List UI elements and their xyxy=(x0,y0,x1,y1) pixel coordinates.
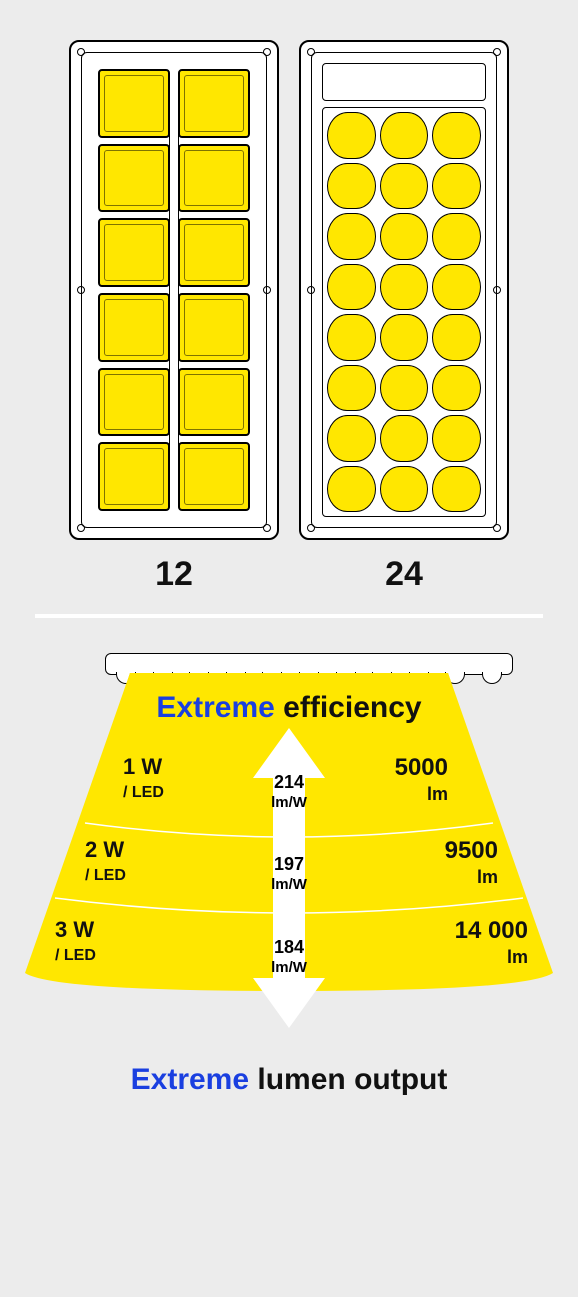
tier-efficiency-label: 214 lm/W xyxy=(271,773,307,811)
module-24 xyxy=(299,40,509,540)
per-led: / LED xyxy=(55,947,96,964)
led-cell xyxy=(432,163,481,210)
module-12 xyxy=(69,40,279,540)
led-grid-12 xyxy=(92,63,256,517)
led-cell xyxy=(178,442,250,511)
watt-value: 1 W xyxy=(123,754,162,779)
module-row xyxy=(25,40,553,540)
infographic: 12 24 Extreme efficien xyxy=(0,0,578,1297)
led-cell xyxy=(432,365,481,412)
led-cell xyxy=(98,368,170,437)
led-cell xyxy=(327,112,376,159)
lumen-value: 5000 xyxy=(395,754,448,781)
tier-efficiency-label: 197 lm/W xyxy=(271,855,307,893)
led-cell xyxy=(327,264,376,311)
led-cell xyxy=(98,144,170,213)
led-cell xyxy=(178,69,250,138)
led-cell xyxy=(380,163,429,210)
eff-value: 214 xyxy=(274,772,304,792)
lumen-unit: lm xyxy=(427,784,448,804)
tier-watt-label: 3 W / LED xyxy=(55,918,96,965)
title-accent: Extreme xyxy=(156,691,274,724)
beam-diagram: Extreme efficiency 1 W / LED 5000 lm 214 lm/W… xyxy=(25,653,553,1097)
lumen-unit: lm xyxy=(477,867,498,887)
led-cell xyxy=(98,69,170,138)
module-inner xyxy=(81,52,267,528)
light-beams: Extreme efficiency 1 W / LED 5000 lm 214 lm/W… xyxy=(25,673,553,1043)
led-cell xyxy=(432,466,481,513)
tier-watt-label: 2 W / LED xyxy=(85,838,126,885)
led-cell xyxy=(380,314,429,361)
led-cell xyxy=(178,368,250,437)
led-cell xyxy=(432,264,481,311)
module-labels: 12 24 xyxy=(25,555,553,594)
led-cell xyxy=(98,218,170,287)
led-cell xyxy=(327,365,376,412)
tier-lumen-label: 9500 lm xyxy=(445,838,498,888)
led-cell xyxy=(380,264,429,311)
led-cell xyxy=(380,365,429,412)
watt-value: 3 W xyxy=(55,917,94,942)
led-cell xyxy=(327,314,376,361)
light-fixture xyxy=(105,653,513,675)
tier-watt-label: 1 W / LED xyxy=(123,755,164,802)
led-cell xyxy=(178,144,250,213)
led-cell xyxy=(380,112,429,159)
module-12-label: 12 xyxy=(69,555,279,594)
led-cell xyxy=(327,163,376,210)
led-cell xyxy=(432,213,481,260)
module-24-label: 24 xyxy=(299,555,509,594)
led-cell xyxy=(380,466,429,513)
led-cell xyxy=(432,112,481,159)
module-header-slot xyxy=(322,63,486,101)
divider xyxy=(35,614,543,618)
title-rest: efficiency xyxy=(283,691,421,724)
led-cell xyxy=(98,293,170,362)
led-grid-24 xyxy=(322,107,486,517)
efficiency-title: Extreme efficiency xyxy=(25,691,553,725)
led-cell xyxy=(327,213,376,260)
eff-value: 197 xyxy=(274,854,304,874)
led-cell xyxy=(178,293,250,362)
led-cell xyxy=(327,466,376,513)
lumen-value: 14 000 xyxy=(455,917,528,944)
eff-unit: lm/W xyxy=(271,876,307,893)
led-cell xyxy=(432,314,481,361)
lumen-value: 9500 xyxy=(445,837,498,864)
led-cell xyxy=(98,442,170,511)
module-inner xyxy=(311,52,497,528)
lumen-unit: lm xyxy=(507,947,528,967)
led-cell xyxy=(432,415,481,462)
eff-unit: lm/W xyxy=(271,794,307,811)
led-cell xyxy=(380,415,429,462)
eff-unit: lm/W xyxy=(271,959,307,976)
eff-value: 184 xyxy=(274,937,304,957)
led-cell xyxy=(327,415,376,462)
tier-lumen-label: 5000 lm xyxy=(395,755,448,805)
title-accent: Extreme xyxy=(131,1063,249,1096)
led-cell xyxy=(380,213,429,260)
title-rest: lumen output xyxy=(257,1063,447,1096)
per-led: / LED xyxy=(123,784,164,801)
led-cell xyxy=(178,218,250,287)
tier-efficiency-label: 184 lm/W xyxy=(271,938,307,976)
per-led: / LED xyxy=(85,867,126,884)
tier-lumen-label: 14 000 lm xyxy=(455,918,528,968)
watt-value: 2 W xyxy=(85,837,124,862)
lumen-title: Extreme lumen output xyxy=(25,1063,553,1097)
